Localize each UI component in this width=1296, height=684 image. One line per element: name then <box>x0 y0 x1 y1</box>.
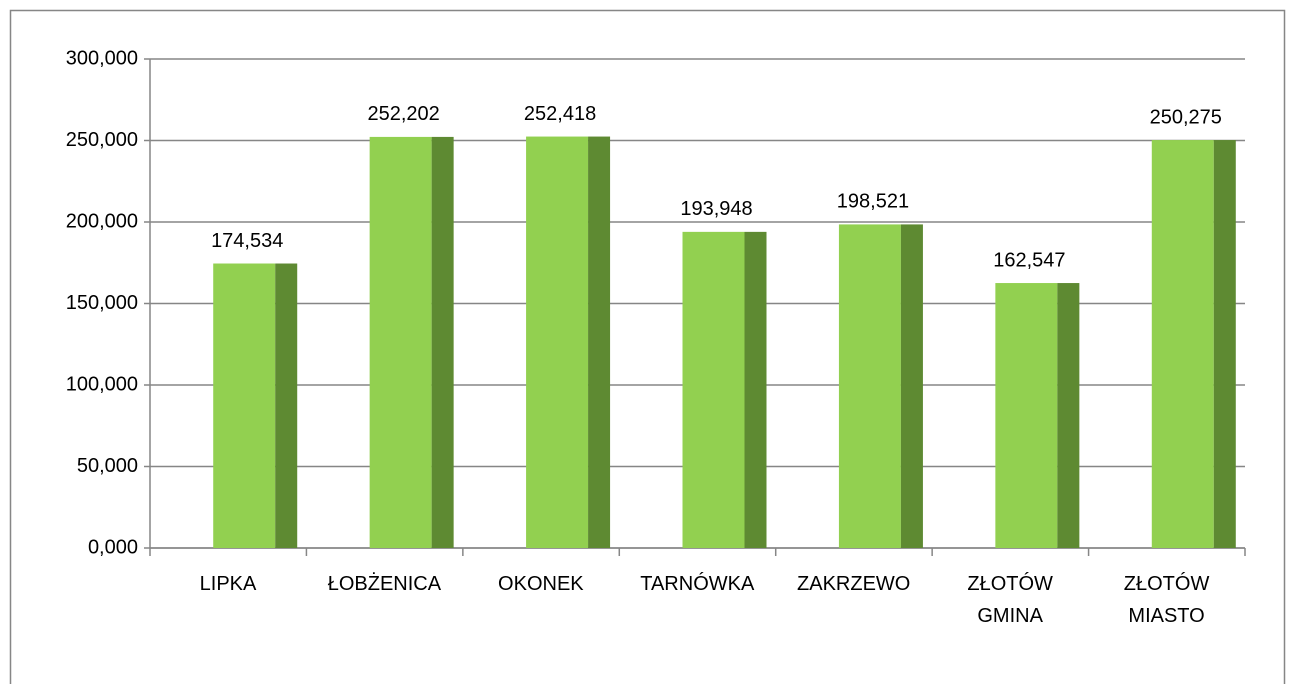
data-label: 198,521 <box>837 191 909 213</box>
y-tick-label: 200,000 <box>66 210 138 232</box>
x-tick-label: LIPKA <box>199 573 257 595</box>
bar-side <box>431 136 454 548</box>
data-label: 162,547 <box>993 249 1065 271</box>
y-tick-label: 150,000 <box>66 292 138 314</box>
bar-side <box>1057 283 1080 548</box>
x-tick-label: OKONEK <box>498 573 584 595</box>
bar-side <box>588 136 611 548</box>
x-tick-label: ŁOBŻENICA <box>327 573 442 595</box>
y-tick-label: 300,000 <box>66 47 138 69</box>
y-tick-label: 0,000 <box>88 536 138 558</box>
x-tick-label: ZŁOTÓW MIASTO <box>1123 573 1210 627</box>
bar <box>213 263 276 548</box>
chart-frame <box>9 9 1286 684</box>
bar <box>526 136 589 548</box>
data-label: 193,948 <box>680 198 752 220</box>
bar <box>682 231 745 549</box>
y-tick-label: 100,000 <box>66 373 138 395</box>
bar <box>838 224 901 548</box>
data-label: 250,275 <box>1150 106 1222 128</box>
bar <box>995 283 1058 548</box>
bar <box>369 136 432 548</box>
x-tick-label: ZAKRZEWO <box>797 573 911 595</box>
bar-side <box>275 263 298 548</box>
x-tick-label: TARNÓWKA <box>640 573 755 595</box>
x-tick-label: ZŁOTÓW GMINA <box>967 573 1053 627</box>
bar-side <box>744 231 767 549</box>
data-label: 174,534 <box>211 230 283 252</box>
bar <box>1151 140 1214 548</box>
y-tick-label: 250,000 <box>66 129 138 151</box>
bar-side <box>900 224 923 548</box>
data-label: 252,202 <box>367 103 439 125</box>
data-label: 252,418 <box>524 103 596 125</box>
bar-side <box>1213 140 1236 548</box>
y-tick-label: 50,000 <box>77 455 138 477</box>
